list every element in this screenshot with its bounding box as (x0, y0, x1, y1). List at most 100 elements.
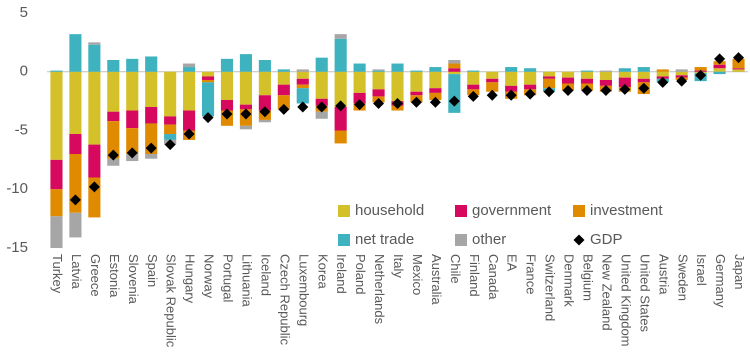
legend-swatch (455, 205, 467, 217)
legend-label: investment (590, 202, 663, 219)
bar-segment (145, 107, 158, 124)
bar-segment (50, 71, 63, 160)
bar-segment (410, 71, 423, 92)
y-tick-label: -10 (6, 180, 28, 197)
bar-segment (296, 84, 309, 89)
bar-segment (50, 216, 63, 248)
gdp-marker (126, 147, 138, 159)
bar-segment (201, 76, 215, 80)
bar-segment (675, 71, 688, 76)
bar-segment (88, 144, 101, 178)
bar-segment (637, 71, 650, 79)
bar-segment (50, 70, 63, 72)
gdp-marker (714, 53, 726, 65)
bar-segment (69, 134, 82, 154)
bar-segment (505, 71, 518, 86)
bar-segment (429, 67, 442, 72)
x-tick-label: Finland (467, 254, 482, 297)
bar-segment (448, 63, 461, 69)
x-tick-label: Luxembourg (296, 254, 311, 326)
legend-label: government (472, 202, 552, 219)
y-tick-label: 0 (20, 63, 28, 80)
x-tick-label: United Kingdom (618, 254, 633, 347)
x-tick-label: Netherlands (372, 254, 387, 325)
bar-segment (201, 82, 215, 117)
x-tick-label: New Zealand (599, 254, 614, 331)
bar-segment (543, 78, 556, 89)
bar-segment (315, 111, 328, 119)
gdp-marker (69, 194, 81, 206)
bar-segment (107, 121, 120, 159)
bar-segment (183, 110, 196, 131)
bar-segment (50, 159, 63, 190)
bar-segment (467, 70, 480, 72)
bar-segment (391, 71, 404, 102)
bar-segment (524, 68, 537, 72)
gdp-marker (278, 103, 290, 115)
gdp-marker (221, 108, 233, 120)
x-tick-label: Poland (353, 254, 368, 294)
bar-segment (505, 67, 518, 72)
bar-segment (543, 71, 556, 77)
x-tick-label: Portugal (221, 254, 236, 303)
legend-label: GDP (590, 231, 623, 248)
x-tick-label: Slovak Republic (164, 254, 179, 348)
bar-segment (599, 79, 612, 86)
bar-segment (694, 67, 707, 71)
x-tick-label: Canada (486, 254, 501, 300)
bar-segment (88, 44, 101, 72)
gdp-marker (695, 69, 707, 81)
bar-segment (467, 71, 480, 85)
bar-segment (543, 76, 556, 79)
bar-segment (201, 79, 215, 83)
bar-segment (315, 71, 328, 99)
y-tick-label: -5 (15, 121, 28, 138)
x-tick-label: United States (637, 254, 652, 333)
bar-segment (372, 89, 385, 97)
bar-segment (220, 99, 234, 111)
bar-segment (429, 88, 442, 93)
x-tick-label: Spain (145, 254, 160, 287)
bar-segment (353, 63, 366, 72)
gdp-marker (107, 149, 119, 161)
x-tick-label: Sweden (675, 254, 690, 301)
bar-segment (107, 111, 120, 122)
bar-segment (429, 71, 442, 89)
gdp-marker (164, 139, 176, 151)
bar-segment (448, 60, 461, 64)
bar-segment (410, 70, 423, 72)
gdp-marker (486, 89, 498, 101)
x-tick-label: Germany (713, 254, 728, 308)
bar-segment (69, 212, 82, 238)
bar-segment (334, 130, 347, 144)
bar-segment (277, 95, 290, 110)
gdp-marker (543, 86, 555, 98)
bar-segment (183, 71, 196, 111)
bar-segment (126, 128, 139, 154)
gdp-marker (316, 101, 328, 113)
bar-segment (220, 58, 234, 72)
bar-segment (69, 71, 82, 135)
bar-segment (486, 82, 499, 92)
x-tick-label: Estonia (107, 254, 122, 298)
gdp-marker (259, 106, 271, 118)
gdp-marker (448, 95, 460, 107)
bar-segment (183, 63, 196, 68)
gdp-marker (354, 99, 366, 111)
x-tick-label: France (524, 254, 539, 294)
bar-segment (675, 69, 688, 72)
bar-segment (410, 91, 423, 96)
bar-segment (486, 78, 499, 83)
bar-segment (618, 71, 631, 78)
gdp-marker (600, 85, 612, 97)
bar-segment (107, 158, 120, 166)
x-tick-label: Lithuania (239, 254, 254, 308)
bar-segment (656, 71, 669, 77)
bar-segment (372, 69, 385, 71)
y-tick-label: -15 (6, 239, 28, 256)
bar-segment (561, 77, 575, 84)
gdp-marker (202, 112, 214, 124)
bar-segment (277, 84, 290, 96)
x-tick-label: Denmark (562, 254, 577, 307)
